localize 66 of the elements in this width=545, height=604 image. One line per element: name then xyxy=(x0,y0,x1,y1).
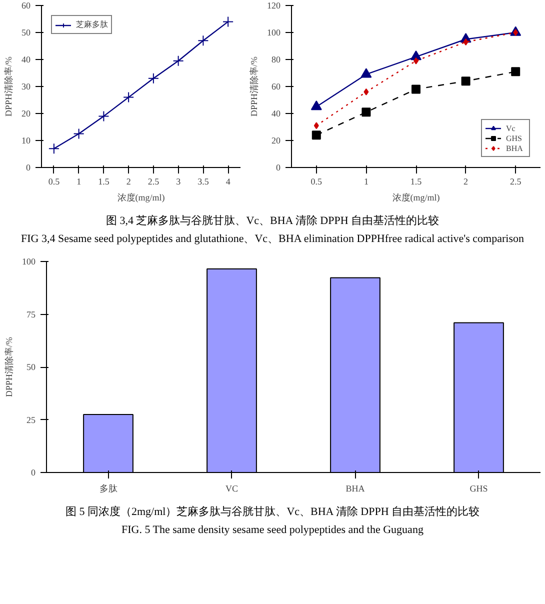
x-axis-title: 浓度(mg/ml) xyxy=(392,192,440,202)
point xyxy=(123,92,134,103)
y-tick-label: 40 xyxy=(272,108,281,118)
x-tick-label: GHS xyxy=(470,484,488,494)
point xyxy=(511,67,520,76)
y-axis-title: DPPH清除率/% xyxy=(4,336,14,398)
legend-label: BHA xyxy=(506,143,524,153)
x-tick-label: 1 xyxy=(364,176,368,186)
y-tick-label: 100 xyxy=(267,28,281,38)
point xyxy=(222,16,234,28)
x-tick-label: 1.5 xyxy=(98,176,110,186)
y-tick-label: 0 xyxy=(31,468,36,478)
point xyxy=(312,130,321,140)
y-tick-label: 10 xyxy=(22,136,31,146)
y-tick-label: 40 xyxy=(22,54,31,64)
y-tick-label: 0 xyxy=(276,162,281,172)
y-tick-label: 50 xyxy=(22,28,31,38)
x-tick-label: 1.5 xyxy=(410,176,422,186)
y-tick-label: 100 xyxy=(22,256,36,267)
point xyxy=(364,88,369,96)
caption: FIG. 5 The same density sesame seed polypeptides and the Guguang xyxy=(120,523,424,538)
caption: 图 3,4 芝麻多肽与谷胱甘肽、Vc、BHA 清除 DPPH 自由基活性的比较 xyxy=(104,214,440,229)
x-tick-label: 2 xyxy=(464,176,468,186)
x-tick-label: 2.5 xyxy=(510,176,522,186)
y-tick-label: 20 xyxy=(22,108,31,118)
point xyxy=(310,100,322,110)
point xyxy=(360,68,372,78)
y-tick-label: 120 xyxy=(267,0,281,10)
legend-label: Vc xyxy=(506,123,516,133)
y-axis-title: DPPH清除率/% xyxy=(4,56,14,117)
y-tick-label: 25 xyxy=(26,415,36,426)
x-tick-label: 2 xyxy=(126,176,131,186)
point xyxy=(98,110,110,122)
caption: 图 5 同浓度（2mg/ml）芝麻多肽与谷胱甘肽、Vc、BHA 清除 DPPH 自由基活性的比较 xyxy=(65,505,480,520)
point xyxy=(48,143,60,154)
x-tick-label: 3.5 xyxy=(198,176,210,186)
point xyxy=(314,122,319,130)
legend-label: 芝麻多肽 xyxy=(76,19,108,30)
x-tick-label: 0.5 xyxy=(310,176,323,186)
x-tick-label: 1 xyxy=(76,176,82,186)
point xyxy=(172,55,184,66)
y-tick-label: 30 xyxy=(22,82,31,92)
point xyxy=(461,76,470,86)
x-tick-label: 多肽 xyxy=(99,484,118,494)
y-tick-label: 20 xyxy=(272,136,281,146)
point xyxy=(412,84,420,94)
x-tick-label: VC xyxy=(226,484,238,494)
legend-label: GHS xyxy=(506,133,524,143)
x-axis-title: 浓度(mg/ml) xyxy=(117,192,165,202)
y-axis-title: DPPH清除率/% xyxy=(249,56,259,117)
x-tick-label: 2.5 xyxy=(148,176,160,186)
y-tick-label: 60 xyxy=(22,0,31,10)
y-tick-label: 0 xyxy=(26,162,31,172)
x-tick-label: 3 xyxy=(176,176,182,186)
y-tick-label: 60 xyxy=(272,82,281,92)
point xyxy=(198,35,209,46)
point xyxy=(73,128,84,140)
x-tick-label: 4 xyxy=(226,176,231,186)
y-tick-label: 50 xyxy=(26,362,36,372)
point xyxy=(148,72,159,84)
x-tick-label: BHA xyxy=(346,484,366,494)
y-tick-label: 80 xyxy=(272,54,281,64)
point xyxy=(362,108,371,117)
caption: FIG 3,4 Sesame seed polypeptides and glutathione、Vc、BHA elimination DPPHfree radical active's comparison xyxy=(21,232,524,247)
x-tick-label: 0.5 xyxy=(48,176,60,186)
y-tick-label: 75 xyxy=(26,310,36,320)
